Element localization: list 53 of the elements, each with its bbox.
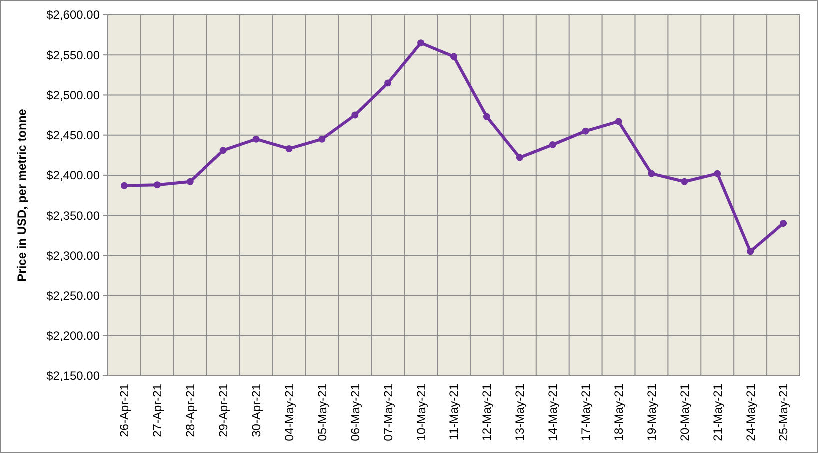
point — [483, 113, 490, 120]
x-tick-label: 28-Apr-21 — [184, 384, 198, 438]
x-tick-label: 25-May-21 — [776, 384, 791, 442]
point — [120, 182, 128, 190]
y-tick-label: $2,200.00 — [46, 329, 100, 344]
point — [516, 154, 524, 162]
x-tick-label: 12-May-21 — [480, 384, 494, 442]
point — [154, 182, 161, 189]
x-tick-label: 04-May-21 — [282, 384, 296, 442]
y-axis-title: Price in USD, per metric tonne — [15, 108, 29, 282]
x-tick-label: 13-May-21 — [513, 384, 528, 442]
point — [352, 112, 359, 119]
y-tick-label: $2,350.00 — [46, 208, 100, 223]
point — [384, 80, 392, 87]
y-tick-label: $2,250.00 — [46, 288, 100, 303]
point — [780, 220, 788, 228]
point — [220, 147, 227, 154]
point — [186, 178, 194, 186]
point — [318, 136, 326, 143]
x-tick-label: 06-May-21 — [348, 384, 362, 442]
x-tick-label: 29-Apr-21 — [216, 384, 231, 438]
point — [714, 170, 722, 178]
x-tick-label: 11-May-21 — [447, 384, 462, 440]
point — [418, 40, 425, 47]
point — [681, 178, 688, 186]
y-tick-label: $2,500.00 — [46, 88, 100, 102]
y-tick-label: $2,450.00 — [46, 128, 100, 143]
x-tick-label: 17-May-21 — [579, 384, 594, 442]
point — [582, 128, 590, 135]
x-tick-label: 30-Apr-21 — [249, 384, 264, 438]
x-tick-label: 19-May-21 — [644, 384, 659, 442]
x-tick-label: 14-May-21 — [546, 384, 560, 442]
point — [450, 53, 458, 60]
x-tick-label: 10-May-21 — [414, 384, 428, 442]
y-tick-label: $2,400.00 — [46, 168, 100, 183]
x-tick-label: 07-May-21 — [381, 384, 396, 442]
point — [252, 136, 260, 143]
point — [648, 170, 656, 178]
x-tick-label: 24-May-21 — [744, 384, 758, 442]
point — [747, 248, 754, 256]
x-tick-label: 20-May-21 — [678, 384, 692, 442]
y-tick-label: $2,600.00 — [46, 8, 100, 22]
point — [615, 118, 622, 126]
y-tick-label: $2,550.00 — [46, 48, 100, 62]
y-tick-label: $2,300.00 — [46, 248, 100, 263]
point — [286, 145, 293, 152]
point — [549, 141, 556, 148]
x-tick-label: 26-Apr-21 — [118, 384, 132, 438]
x-tick-label: 27-Apr-21 — [150, 384, 165, 438]
x-tick-label: 18-May-21 — [612, 384, 626, 442]
x-tick-label: 21-May-21 — [710, 384, 725, 442]
x-tick-label: 05-May-21 — [315, 384, 330, 442]
y-tick-label: $2,150.00 — [46, 369, 100, 384]
